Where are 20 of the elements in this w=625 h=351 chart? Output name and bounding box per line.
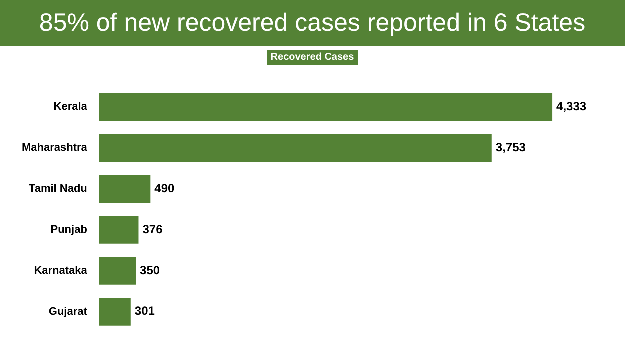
data-label: 490 [154, 181, 176, 196]
bar [99, 134, 492, 162]
bar [99, 93, 553, 122]
text: Recovered Cases [266, 50, 358, 64]
bar [99, 175, 151, 203]
y-tick-label: Maharashtra [22, 142, 88, 154]
data-label: 376 [142, 222, 164, 236]
data-label: 3,753 [496, 140, 526, 154]
chart-title: 85% of new recovered cases reported in 6 States [0, 0, 625, 46]
y-tick-label: Karnataka [34, 264, 88, 277]
y-tick-label: Tamil Nadu [28, 183, 88, 196]
data-label: 301 [134, 304, 156, 318]
data-label: 350 [140, 263, 160, 278]
bar [99, 257, 136, 285]
y-tick-label: Kerala [54, 101, 88, 114]
data-label: 4,333 [556, 99, 587, 114]
bar [99, 298, 131, 326]
y-tick-label: Punjab [50, 224, 88, 236]
bar [99, 216, 139, 244]
y-tick-label: Gujarat [48, 306, 88, 318]
